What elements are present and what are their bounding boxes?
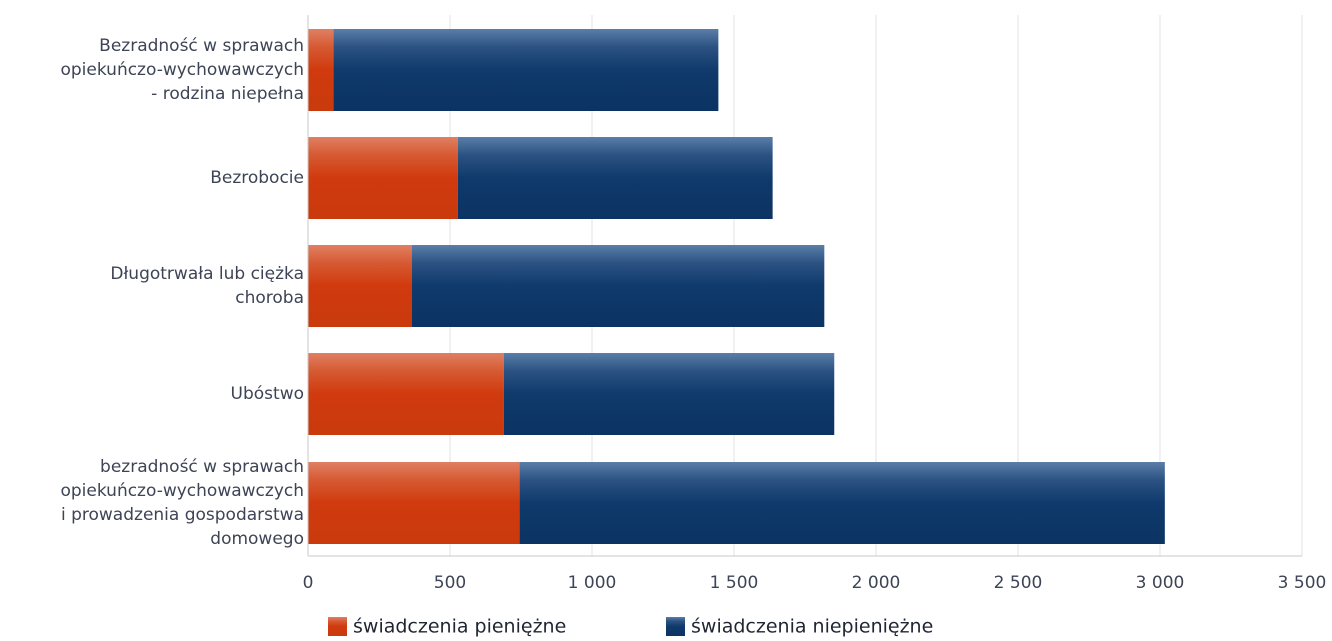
category-label: Ubóstwo — [231, 384, 304, 404]
category-label: Bezrobocie — [210, 168, 304, 188]
bar-pieniezne — [308, 29, 334, 111]
axes — [307, 15, 1302, 557]
bar-niepieniezne — [519, 462, 1165, 544]
x-tick-label: 3 500 — [1278, 573, 1327, 593]
bar-pieniezne — [308, 137, 458, 219]
bar-niepieniezne — [503, 353, 835, 435]
bar-niepieniezne — [411, 245, 825, 327]
x-tick-label: 1 000 — [568, 573, 617, 593]
x-tick-label: 1 500 — [710, 573, 759, 593]
category-labels: Bezradność w sprawach opiekuńczo-wychowaw… — [60, 36, 304, 549]
x-tick-label: 2 000 — [852, 573, 901, 593]
bar-niepieniezne — [457, 137, 773, 219]
x-tick-label: 3 000 — [1136, 573, 1185, 593]
category-label: Długotrwała lub ciężka choroba — [110, 264, 304, 308]
x-tick-label: 500 — [434, 573, 466, 593]
legend-swatch — [666, 617, 685, 636]
legend-label: świadczenia pieniężne — [353, 616, 566, 638]
bar-pieniezne — [308, 245, 412, 327]
bar-niepieniezne — [333, 29, 719, 111]
legend-label: świadczenia niepieniężne — [691, 616, 933, 638]
legend-swatch — [328, 617, 347, 636]
x-tick-label: 0 — [303, 573, 314, 593]
bar-pieniezne — [308, 353, 504, 435]
category-label: bezradność w sprawach opiekuńczo-wychowaw… — [60, 457, 304, 549]
x-tick-label: 2 500 — [994, 573, 1043, 593]
bar-pieniezne — [308, 462, 520, 544]
x-tick-labels: 0 500 1 000 1 500 2 000 2 500 3 000 3 500 — [303, 573, 1327, 593]
legend: świadczenia pieniężne świadczenia niepien… — [328, 616, 933, 638]
bars — [308, 29, 1165, 544]
category-label: Bezradność w sprawach opiekuńczo-wychowaw… — [60, 36, 304, 104]
